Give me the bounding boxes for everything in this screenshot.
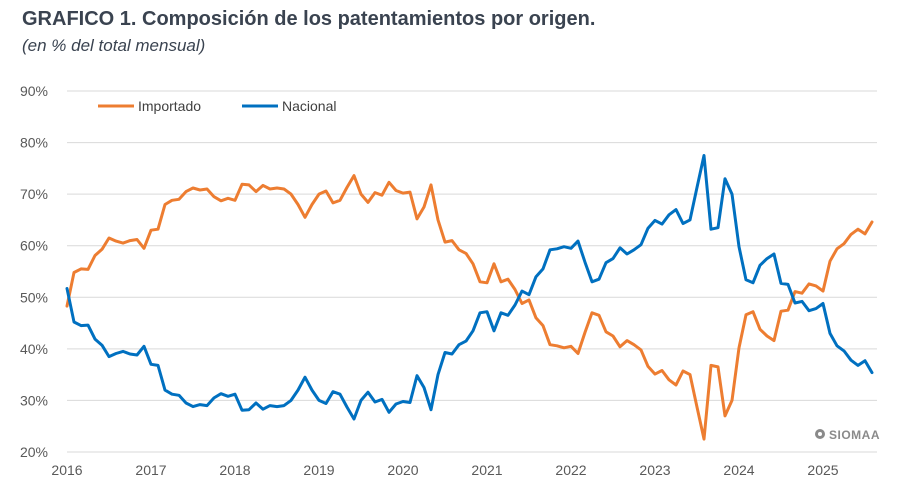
y-tick-label: 70%: [20, 186, 48, 202]
x-tick-label: 2016: [51, 462, 82, 478]
gridlines: [67, 90, 877, 453]
y-tick-label: 20%: [20, 444, 48, 460]
y-tick-label: 60%: [20, 238, 48, 254]
x-tick-label: 2024: [723, 462, 754, 478]
legend-label-nacional: Nacional: [282, 98, 336, 114]
y-tick-label: 30%: [20, 392, 48, 408]
x-tick-label: 2019: [303, 462, 334, 478]
legend: Importado Nacional: [98, 98, 336, 114]
y-axis-ticks: 20% 30% 40% 50% 60% 70% 80% 90%: [20, 83, 48, 460]
chart-subtitle: (en % del total mensual): [22, 36, 206, 55]
x-tick-label: 2021: [471, 462, 502, 478]
series-lines: [65, 154, 874, 441]
x-tick-label: 2022: [555, 462, 586, 478]
x-axis-ticks: 2016 2017 2018 2019 2020 2021 2022 2023 2024 2025: [51, 462, 838, 478]
y-tick-label: 90%: [20, 83, 48, 99]
x-tick-label: 2017: [135, 462, 166, 478]
x-tick-label: 2023: [639, 462, 670, 478]
x-tick-label: 2020: [387, 462, 418, 478]
y-tick-label: 40%: [20, 341, 48, 357]
watermark: SIOMAA: [815, 428, 880, 442]
y-tick-label: 80%: [20, 135, 48, 151]
x-tick-label: 2025: [807, 462, 838, 478]
watermark-text: SIOMAA: [829, 428, 880, 442]
legend-label-importado: Importado: [138, 98, 201, 114]
y-tick-label: 50%: [20, 289, 48, 305]
chart-title: GRAFICO 1. Composición de los patentamie…: [22, 8, 596, 30]
series-line-nacional: [65, 154, 874, 421]
x-tick-label: 2018: [219, 462, 250, 478]
series-line-importado: [65, 174, 874, 441]
